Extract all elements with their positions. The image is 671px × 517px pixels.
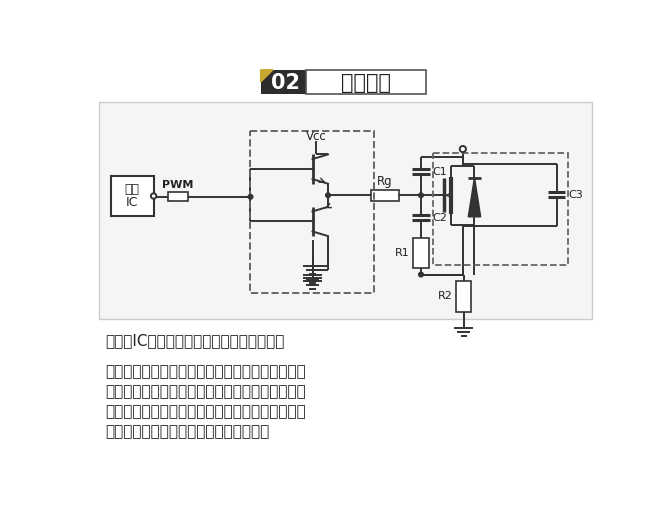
Text: R1: R1 [395,248,409,258]
Text: Rg: Rg [376,175,393,188]
Bar [111,176,154,216]
Bar [370,190,399,201]
Text: 这种驱动电路好处是提升电流提供能力，迅速完成: 这种驱动电路好处是提升电流提供能力，迅速完成 [105,364,307,379]
Polygon shape [468,177,480,217]
Text: R2: R2 [438,291,453,301]
Circle shape [419,272,423,277]
Text: IC: IC [126,196,138,209]
Text: 推挽驱动: 推挽驱动 [341,73,391,93]
Bar [168,192,188,202]
Circle shape [151,193,156,199]
Text: C2: C2 [433,214,448,223]
Text: 电源: 电源 [125,183,140,195]
Text: C1: C1 [433,167,448,177]
Text: PWM: PWM [162,180,194,190]
Circle shape [460,146,466,152]
Text: 当电源IC驱动能力不足时，可用推挽驱动。: 当电源IC驱动能力不足时，可用推挽驱动。 [105,333,285,348]
Bar [456,281,471,312]
Text: 管能快速开通且避免上升沿的高频振荡。: 管能快速开通且避免上升沿的高频振荡。 [105,424,270,439]
Bar [433,153,568,265]
Text: 02: 02 [271,73,300,93]
Bar [305,70,425,95]
Text: Vcc: Vcc [306,130,327,143]
Circle shape [248,194,253,199]
Text: 了导通所需要的时间，但是减少了关断时间，开关: 了导通所需要的时间，但是减少了关断时间，开关 [105,404,307,419]
Bar [260,70,305,95]
Circle shape [325,193,330,197]
Bar [250,131,374,293]
Circle shape [419,193,423,197]
Polygon shape [260,70,273,82]
Bar [413,238,429,268]
Text: C3: C3 [568,190,583,200]
Bar [99,102,592,319]
Text: 对于栅极输入电容电荷的充电过程。这种拓扑增加: 对于栅极输入电容电荷的充电过程。这种拓扑增加 [105,384,307,399]
